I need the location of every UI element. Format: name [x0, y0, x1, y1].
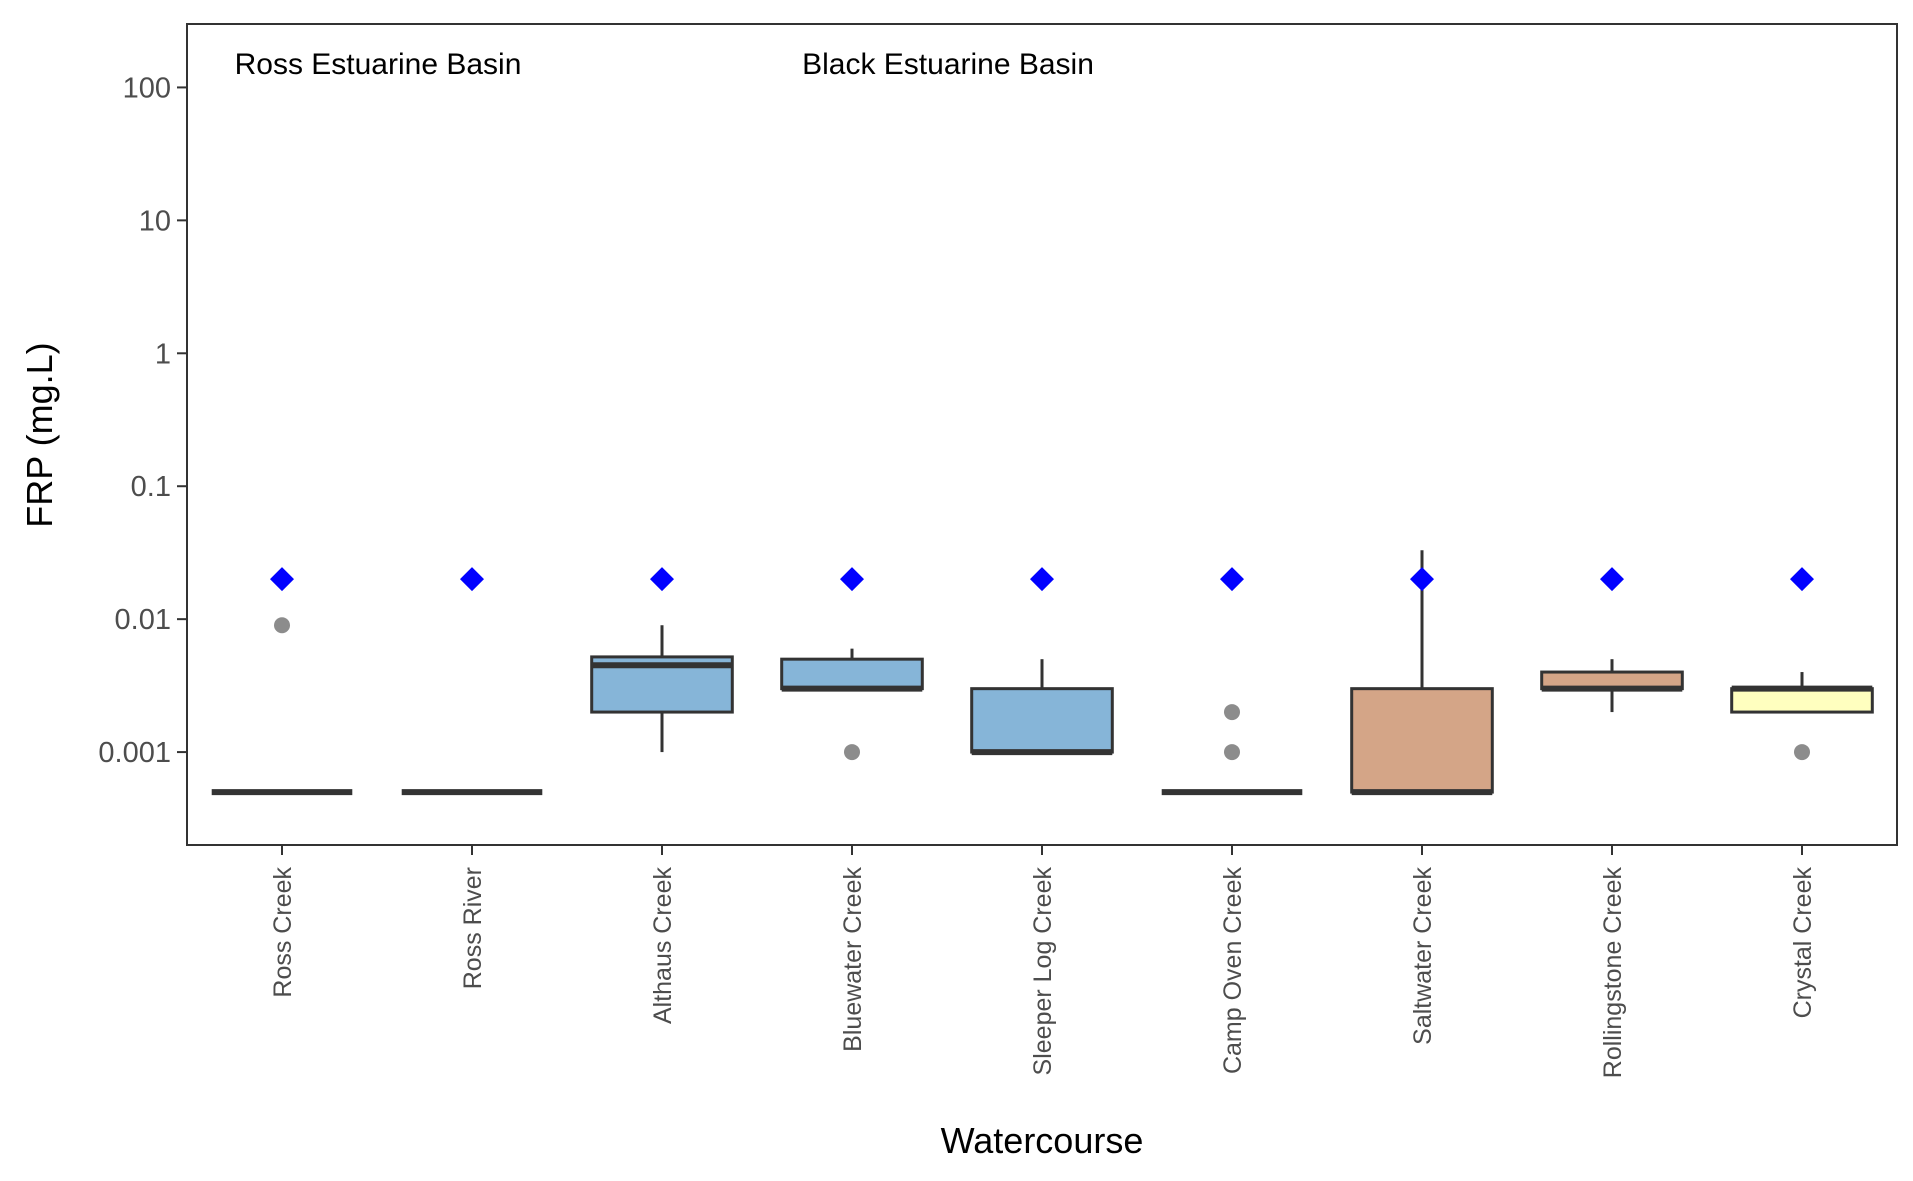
x-axis-title: Watercourse	[941, 1120, 1144, 1161]
x-tick-label: Crystal Creek	[1789, 867, 1817, 1019]
y-tick-label: 0.01	[115, 604, 171, 636]
guideline-marker	[1220, 567, 1244, 592]
y-tick-label: 0.1	[131, 471, 171, 503]
guideline-marker	[1600, 567, 1624, 592]
outlier-point	[1794, 744, 1810, 761]
y-tick-label: 0.001	[98, 737, 171, 769]
guideline-marker	[650, 567, 674, 592]
guideline-marker	[1410, 567, 1434, 592]
x-tick-label: Ross River	[459, 867, 487, 989]
y-tick-label: 1	[155, 338, 171, 370]
x-tick-label: Althaus Creek	[649, 867, 677, 1025]
box-group	[1730, 672, 1874, 761]
guideline-marker	[460, 567, 484, 592]
box-group	[780, 648, 924, 761]
x-axis: Ross Creek Ross River Althaus Creek Bluewat…	[269, 845, 1817, 1078]
basin-annotation: Black Estuarine Basin	[802, 48, 1094, 81]
box-group	[590, 625, 734, 753]
iqr-box	[1350, 687, 1494, 794]
x-tick-label: Ross Creek	[269, 867, 297, 998]
guideline-marker	[840, 567, 864, 592]
box-series	[211, 550, 1874, 796]
iqr-box	[780, 657, 924, 691]
x-tick-label: Rollingstone Creek	[1599, 867, 1627, 1079]
x-tick-label: Saltwater Creek	[1409, 867, 1437, 1045]
basin-annotation: Ross Estuarine Basin	[235, 48, 522, 81]
y-axis: 0.001 0.01 0.1 1 10 100	[98, 72, 187, 769]
guideline-marker	[270, 567, 294, 592]
outlier-point	[274, 617, 290, 634]
box-group	[1540, 659, 1684, 713]
box-group	[211, 617, 353, 796]
iqr-box	[970, 687, 1114, 754]
y-tick-label: 10	[139, 205, 171, 237]
annotations: Ross Estuarine Basin Black Estuarine Basi…	[235, 48, 1094, 81]
outlier-point	[1224, 704, 1240, 721]
box-group	[970, 659, 1114, 756]
guideline-marker	[1790, 567, 1814, 592]
y-axis-title: FRP (mg.L)	[19, 342, 60, 527]
outlier-point	[1224, 744, 1240, 761]
y-tick-label: 100	[123, 72, 171, 104]
x-tick-label: Camp Oven Creek	[1219, 867, 1247, 1075]
outlier-point	[844, 744, 860, 761]
iqr-box	[1730, 687, 1874, 714]
box-group	[1350, 550, 1494, 796]
box-group	[1161, 704, 1303, 796]
guideline-series	[270, 567, 1814, 592]
x-tick-label: Bluewater Creek	[839, 867, 867, 1052]
x-tick-label: Sleeper Log Creek	[1029, 867, 1057, 1076]
guideline-marker	[1030, 567, 1054, 592]
